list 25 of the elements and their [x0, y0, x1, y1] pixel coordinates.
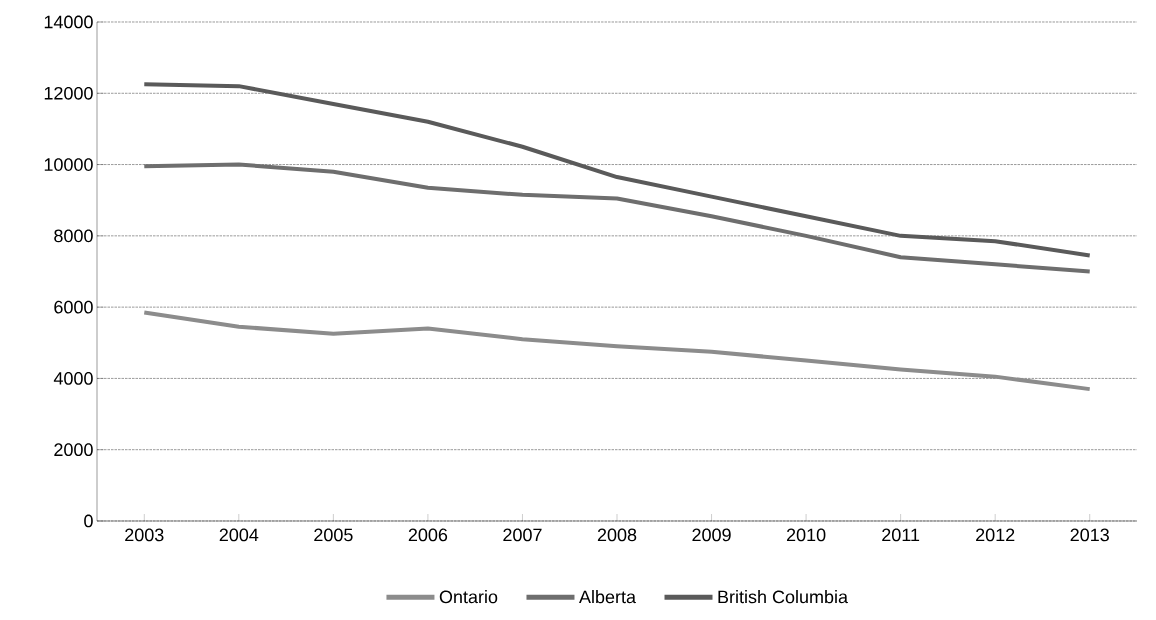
line-series: [142, 310, 1092, 392]
y-tick-label: 4000: [53, 372, 93, 385]
y-tick-label: 0: [84, 514, 93, 528]
y-tick-label: 6000: [54, 300, 93, 314]
x-tick-label: 2005: [314, 528, 353, 542]
x-tick-label: 2004: [219, 528, 259, 542]
x-tick-label: 2012: [976, 528, 1015, 542]
legend-label: British Columbia: [718, 590, 849, 604]
y-tick-label: 10000: [44, 158, 93, 171]
x-tick-label: 2011: [882, 528, 920, 542]
y-tick-label: 2000: [54, 443, 93, 457]
x-tick-label: 2007: [503, 528, 542, 542]
line-series: [142, 82, 1092, 258]
line-series: [142, 162, 1092, 274]
x-tick-label: 2003: [125, 528, 164, 542]
x-tick-label: 2006: [408, 528, 448, 542]
y-tick-label: 8000: [54, 229, 93, 243]
legend-label: Alberta: [579, 590, 636, 604]
legend-label: Ontario: [439, 590, 498, 604]
x-tick-label: 2008: [597, 528, 637, 542]
x-tick-label: 2009: [692, 528, 731, 542]
y-tick-label: 12000: [44, 86, 93, 100]
y-tick-label: 14000: [44, 15, 93, 29]
x-tick-label: 2010: [786, 528, 826, 542]
x-tick-label: 2013: [1070, 528, 1109, 542]
